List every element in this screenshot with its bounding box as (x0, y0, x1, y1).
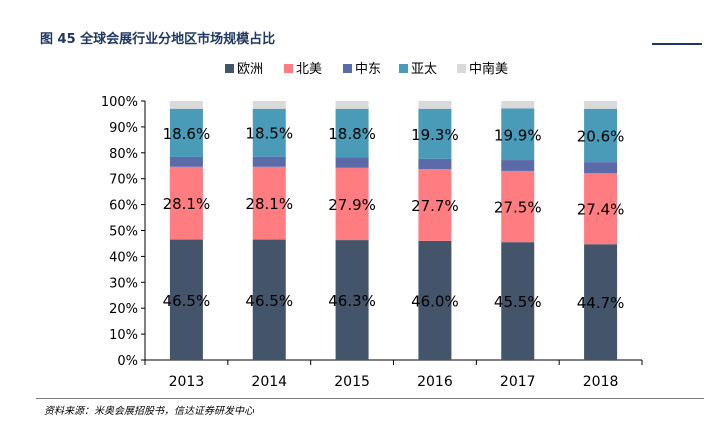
x-tick-label-2017: 2017 (500, 374, 536, 390)
y-tick-label: 80% (109, 147, 138, 162)
legend-label-4: 中南美 (469, 61, 508, 77)
bar-中南美-2016 (418, 101, 452, 109)
header-rule-accent (652, 43, 702, 45)
figure-header: 图 45 全球会展行业分地区市场规模占比 (36, 26, 704, 47)
figure-title: 图 45 全球会展行业分地区市场规模占比 (40, 32, 276, 47)
data-label-亚太-2017: 19.9% (494, 126, 542, 144)
data-label-北美-2014: 28.1% (245, 195, 293, 213)
bar-亚太-2015 (335, 108, 369, 158)
bar-北美-2015 (335, 167, 369, 241)
data-label-亚太-2018: 20.6% (577, 127, 625, 145)
bar-中东-2016 (418, 158, 452, 170)
data-label-亚太-2015: 18.8% (328, 125, 376, 143)
data-label-北美-2016: 27.7% (411, 197, 459, 215)
bar-中南美-2013 (169, 101, 203, 109)
bar-中东-2013 (169, 156, 203, 167)
footer-rule (36, 398, 704, 399)
bar-中南美-2014 (252, 101, 286, 109)
x-tick-label-2013: 2013 (169, 374, 205, 390)
bar-北美-2013 (169, 166, 203, 240)
bar-中东-2018 (584, 162, 618, 174)
bar-中南美-2018 (584, 101, 618, 109)
legend-swatch-0 (225, 64, 234, 73)
y-tick-label: 70% (109, 173, 138, 188)
legend-swatch-4 (457, 64, 466, 73)
x-tick-label-2016: 2016 (417, 374, 453, 390)
bar-中南美-2017 (501, 101, 535, 109)
data-label-欧洲-2018: 44.7% (577, 294, 625, 312)
data-label-欧洲-2016: 46.0% (411, 292, 459, 310)
legend-label-1: 北美 (296, 62, 322, 77)
bar-欧洲-2016 (418, 240, 452, 360)
y-tick-label: 20% (109, 302, 138, 317)
bar-亚太-2016 (418, 108, 452, 159)
data-label-北美-2015: 27.9% (328, 196, 376, 214)
bar-欧洲-2015 (335, 240, 369, 360)
legend-swatch-2 (343, 64, 352, 73)
data-label-亚太-2013: 18.6% (163, 125, 211, 143)
bar-欧洲-2017 (501, 242, 535, 360)
data-label-欧洲-2013: 46.5% (163, 292, 211, 310)
bar-中东-2017 (501, 160, 535, 171)
x-tick-label-2015: 2015 (334, 374, 370, 390)
y-tick-label: 30% (109, 276, 138, 291)
bar-北美-2016 (418, 169, 452, 241)
source-note: 资料来源：米奥会展招股书，信达证券研发中心 (44, 406, 254, 417)
y-tick-label: 40% (109, 250, 138, 265)
data-label-北美-2017: 27.5% (494, 199, 542, 217)
legend-label-3: 亚太 (411, 62, 437, 77)
data-label-北美-2013: 28.1% (163, 195, 211, 213)
bar-亚太-2014 (252, 108, 286, 157)
bar-北美-2014 (252, 166, 286, 240)
bar-中东-2014 (252, 156, 286, 167)
bar-亚太-2017 (501, 108, 535, 161)
bar-中南美-2015 (335, 101, 369, 109)
bar-亚太-2018 (584, 108, 618, 163)
bar-北美-2017 (501, 170, 535, 243)
bar-亚太-2013 (169, 108, 203, 157)
y-tick-label: 10% (109, 328, 138, 343)
legend-swatch-1 (284, 64, 293, 73)
data-label-亚太-2016: 19.3% (411, 126, 459, 144)
data-label-欧洲-2015: 46.3% (328, 292, 376, 310)
y-tick-label: 90% (109, 121, 138, 136)
data-label-亚太-2014: 18.5% (245, 125, 293, 143)
bar-北美-2018 (584, 173, 618, 245)
data-label-北美-2018: 27.4% (577, 201, 625, 219)
data-label-欧洲-2014: 46.5% (245, 292, 293, 310)
data-label-欧洲-2017: 45.5% (494, 293, 542, 311)
bar-欧洲-2018 (584, 244, 618, 360)
x-tick-label-2014: 2014 (251, 374, 287, 390)
x-tick-label-2018: 2018 (583, 374, 619, 390)
legend-label-0: 欧洲 (237, 62, 263, 77)
legend-label-2: 中东 (355, 62, 381, 77)
legend-swatch-3 (399, 64, 408, 73)
y-tick-label: 100% (101, 95, 138, 110)
bar-欧洲-2014 (252, 239, 286, 360)
bar-中东-2015 (335, 157, 369, 168)
bar-欧洲-2013 (169, 239, 203, 360)
y-tick-label: 50% (109, 225, 138, 240)
y-tick-label: 0% (117, 354, 138, 369)
y-tick-label: 60% (109, 199, 138, 214)
